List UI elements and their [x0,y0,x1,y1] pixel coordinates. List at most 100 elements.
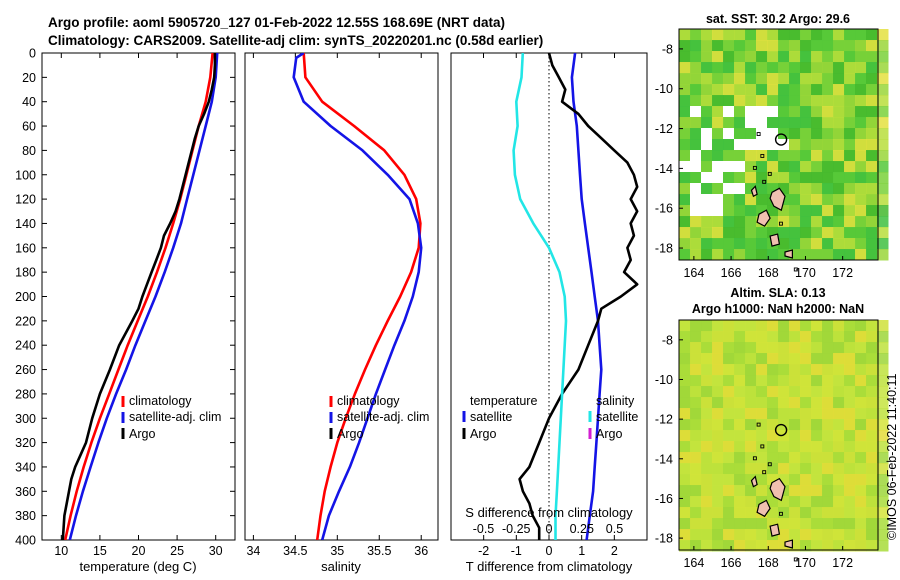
sst-map-cell [723,29,735,41]
depth-tick-label: 20 [22,71,36,85]
sla-map-cell [734,529,746,541]
sla-map-cell [723,397,735,409]
sst-map-cell [877,128,889,140]
sst-map-cell [866,205,878,217]
sst-map-cell [778,29,790,41]
sla-map-cell [701,353,713,365]
sla-map-cell [866,507,878,519]
sla-map-cell [690,529,702,541]
sst-map-cell [800,106,812,118]
sst-map-cell [866,150,878,162]
sst-map-cell [701,84,713,96]
sla-map-cell [767,518,779,530]
sst-map-frame [678,28,879,261]
sst-map-gap [701,128,712,139]
sst-map-cell [690,117,702,129]
sst-map-panel: sat. SST: 30.2 Argo: 29.6 -8 -10 -12 -14 -16… [655,12,889,280]
sst-map-cell [855,73,867,85]
sla-map-frame [678,319,879,551]
sst-map-gap [723,128,734,139]
sst-map-cell [811,51,823,63]
sst-map-cell [800,29,812,41]
sst-map-cell [789,183,801,195]
sst-map-cell [712,40,724,52]
sst-map-cell [855,29,867,41]
sst-map-cell [822,40,834,52]
sla-map-cell [679,331,691,343]
sst-map-gap [734,183,745,194]
argo-float-location [774,423,788,437]
sla-map-cell [756,474,768,486]
sla-map-cell [866,408,878,420]
sla-map-cell [712,397,724,409]
sla-map-cell [789,441,801,453]
sst-map-cell [701,161,713,173]
depth-tick-label: 240 [15,339,36,353]
sla-map-cell [701,485,713,497]
sla-map-cell [756,320,768,332]
sst-map-title: sat. SST: 30.2 Argo: 29.6 [706,12,850,26]
islet-marker [778,221,783,226]
sst-map-cell [877,249,889,261]
sst-map-lat-label: -18 [655,242,673,256]
sst-map-cell [789,150,801,162]
sst-map-cell [877,139,889,151]
sla-map-cell [789,419,801,431]
sla-map-cell [789,408,801,420]
sst-map-cell [855,205,867,217]
sst-map-cell [690,139,702,151]
sst-map-cell [701,216,713,228]
sst-map-cell [800,205,812,217]
sla-map-cell [756,441,768,453]
sla-map-cell [800,463,812,475]
sst-map-cell [679,128,691,140]
sst-map-cell [734,40,746,52]
sst-map-cell [877,227,889,239]
sst-map-cell [844,128,856,140]
sla-map-cell [745,496,757,508]
sst-map-cell [767,227,779,239]
sst-map-cell [844,95,856,107]
sla-map-cell [822,364,834,376]
sst-map-cell [811,84,823,96]
sla-map-cell [767,397,779,409]
sst-map-cell [778,205,790,217]
sst-map-cell [800,95,812,107]
sst-map-cell [822,227,834,239]
sst-map-gap [767,128,778,139]
sla-map-cell [767,430,779,442]
sla-map-cell [844,540,856,552]
sla-map-cell [833,496,845,508]
sla-map-cell [822,430,834,442]
sla-map-cell [811,485,823,497]
sla-map-cell [778,452,790,464]
sst-map-cell [734,216,746,228]
sla-map [679,320,889,562]
sst-map-cell [822,128,834,140]
sst-map-cell [811,172,823,184]
sla-map-cell [756,397,768,409]
sla-map-cell [767,419,779,431]
sla-map-cell [866,463,878,475]
sla-map-cell [800,364,812,376]
sla-map-cell [877,452,889,464]
sst-map-cell [866,194,878,206]
sst-map-cell [712,51,724,63]
sst-map-cell [855,106,867,118]
sla-map-cell [767,331,779,343]
sst-map-cell [701,62,713,74]
sla-map-cell [690,430,702,442]
sla-map-cell [734,430,746,442]
sla-map-cell [844,353,856,365]
islet-marker [767,171,772,176]
sst-map-ticks: -8 -10 -12 -14 -16 -18 164 166 168 170 172 [655,42,853,280]
sst-map-cell [866,161,878,173]
sla-map-cell [778,441,790,453]
sst-map-cell [789,249,801,261]
difference-series-t-argo [518,53,639,540]
sla-map-cell [833,463,845,475]
sla-map-cell [811,441,823,453]
difference-panel: -2 -1 0 1 2 temperature satellite Argo salin… [450,52,648,574]
sla-map-cell [877,430,889,442]
